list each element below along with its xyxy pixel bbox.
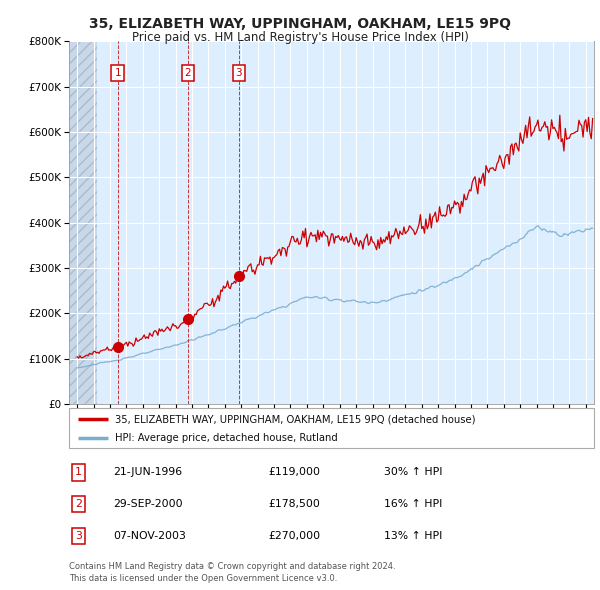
Bar [69,41,97,404]
Text: 21-JUN-1996: 21-JUN-1996 [113,467,183,477]
Text: 13% ↑ HPI: 13% ↑ HPI [384,531,442,541]
Text: £270,000: £270,000 [269,531,320,541]
Text: 35, ELIZABETH WAY, UPPINGHAM, OAKHAM, LE15 9PQ: 35, ELIZABETH WAY, UPPINGHAM, OAKHAM, LE… [89,17,511,31]
Text: 3: 3 [75,531,82,541]
Text: 1: 1 [75,467,82,477]
Text: £119,000: £119,000 [269,467,320,477]
Text: 16% ↑ HPI: 16% ↑ HPI [384,499,442,509]
Text: £178,500: £178,500 [269,499,320,509]
Text: 07-NOV-2003: 07-NOV-2003 [113,531,187,541]
FancyBboxPatch shape [69,408,594,448]
Text: 1: 1 [115,68,121,78]
Text: 30% ↑ HPI: 30% ↑ HPI [384,467,443,477]
Text: 2: 2 [75,499,82,509]
Text: Price paid vs. HM Land Registry's House Price Index (HPI): Price paid vs. HM Land Registry's House … [131,31,469,44]
Text: 35, ELIZABETH WAY, UPPINGHAM, OAKHAM, LE15 9PQ (detached house): 35, ELIZABETH WAY, UPPINGHAM, OAKHAM, LE… [115,414,476,424]
Text: HPI: Average price, detached house, Rutland: HPI: Average price, detached house, Rutl… [115,434,338,443]
Text: 3: 3 [235,68,242,78]
Text: 2: 2 [185,68,191,78]
Text: Contains HM Land Registry data © Crown copyright and database right 2024.
This d: Contains HM Land Registry data © Crown c… [69,562,395,583]
Text: 29-SEP-2000: 29-SEP-2000 [113,499,183,509]
